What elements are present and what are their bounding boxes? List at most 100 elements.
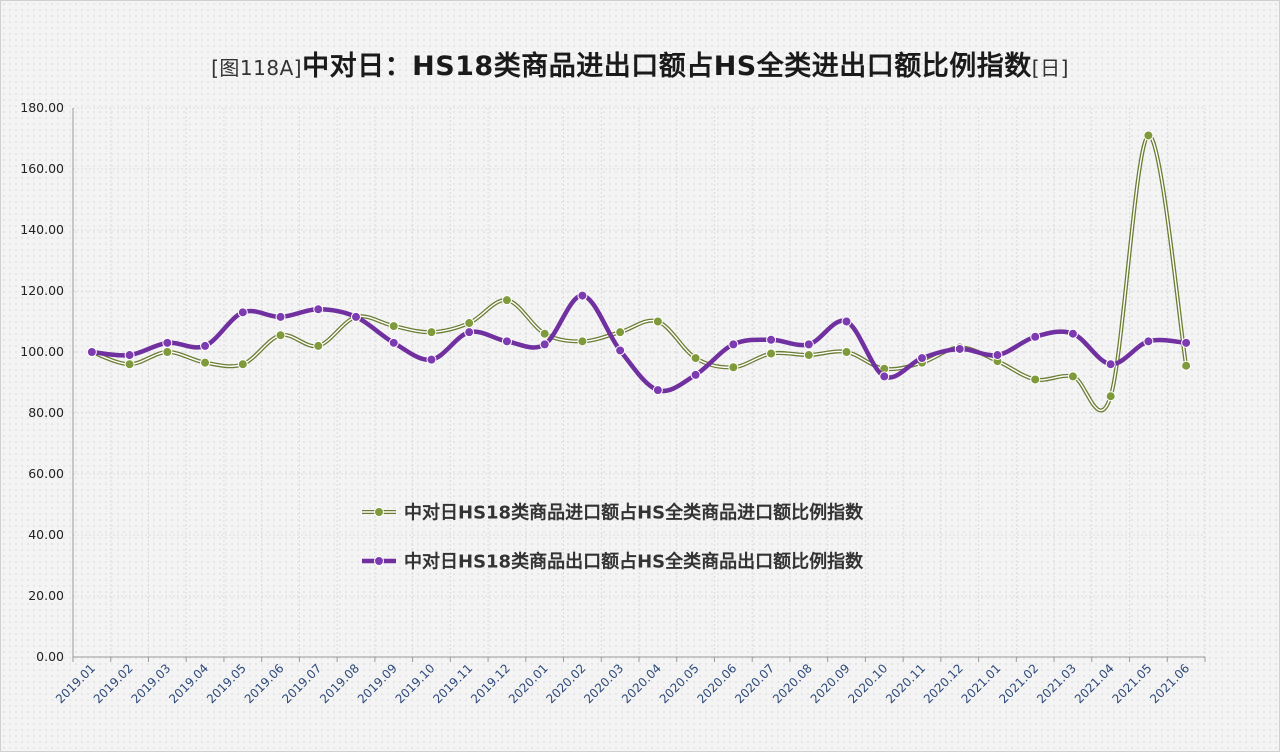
x-tick-label: 2021.03 <box>1034 661 1079 706</box>
y-tick-label: 140.00 <box>20 222 64 237</box>
data-point <box>388 337 399 348</box>
data-point <box>766 348 777 359</box>
y-tick-label: 100.00 <box>20 344 64 359</box>
y-tick-label: 120.00 <box>20 283 64 298</box>
title-main: 中对日：HS18类商品进出口额占HS全类进出口额比例指数 <box>302 51 1032 82</box>
data-point <box>388 321 399 332</box>
data-point <box>1143 130 1154 141</box>
x-tick-label: 2020.06 <box>694 661 739 706</box>
title-suffix: [日] <box>1031 56 1069 80</box>
x-tick-label: 2019.06 <box>242 661 287 706</box>
x-tick-label: 2019.05 <box>204 661 249 706</box>
x-tick-label: 2020.10 <box>845 661 890 706</box>
y-tick-label: 40.00 <box>28 527 64 542</box>
data-point <box>1105 359 1116 370</box>
legend-item-export[interactable]: 中对日HS18类商品出口额占HS全类商品出口额比例指数 <box>362 551 864 573</box>
data-point <box>879 371 890 382</box>
data-point <box>501 336 512 347</box>
data-point <box>1105 391 1116 402</box>
title-prefix: [图118A] <box>211 56 303 80</box>
x-tick-label: 2020.11 <box>883 661 928 706</box>
data-point <box>766 334 777 345</box>
legend-item-import[interactable]: 中对日HS18类商品进口额占HS全类商品进口额比例指数 <box>362 502 864 524</box>
data-point <box>728 362 739 373</box>
data-point <box>1030 374 1041 385</box>
data-point <box>275 330 286 341</box>
data-point <box>313 304 324 315</box>
data-point <box>954 343 965 354</box>
data-point <box>124 359 135 370</box>
data-point <box>1181 360 1192 371</box>
data-point <box>426 327 437 338</box>
x-tick-label: 2019.01 <box>53 661 98 706</box>
data-point <box>426 354 437 365</box>
x-tick-label: 2019.08 <box>317 661 362 706</box>
data-point <box>313 340 324 351</box>
data-point <box>539 339 550 350</box>
data-point <box>464 318 475 329</box>
y-tick-label: 0.00 <box>36 649 64 664</box>
data-point <box>803 339 814 350</box>
series-layer <box>86 130 1192 413</box>
x-tick-label: 2019.07 <box>279 661 324 706</box>
data-point <box>237 359 248 370</box>
x-tick-label: 2020.01 <box>506 661 551 706</box>
y-tick-label: 160.00 <box>20 161 64 176</box>
data-point <box>1067 371 1078 382</box>
x-tick-label: 2019.10 <box>393 661 438 706</box>
data-point <box>200 357 211 368</box>
x-tick-label: 2020.12 <box>921 661 966 706</box>
x-tick-label: 2020.07 <box>732 661 777 706</box>
data-point <box>162 347 173 357</box>
data-point <box>841 316 852 327</box>
legend-marker-import <box>374 507 384 517</box>
y-tick-label: 180.00 <box>20 100 64 115</box>
x-tick-label: 2019.09 <box>355 661 400 706</box>
data-point <box>615 345 626 356</box>
x-tick-label: 2021.04 <box>1072 661 1117 706</box>
x-tick-label: 2021.02 <box>996 661 1041 706</box>
data-point <box>351 311 361 322</box>
legend-label-import: 中对日HS18类商品进口额占HS全类商品进口额比例指数 <box>404 502 864 524</box>
data-point <box>501 295 512 306</box>
chart-title: [图118A]中对日：HS18类商品进出口额占HS全类进出口额比例指数[日] <box>0 44 1280 83</box>
data-point <box>652 385 663 396</box>
x-tick-label: 2019.04 <box>166 661 211 706</box>
x-tick-label: 2020.05 <box>657 661 702 706</box>
x-tick-label: 2020.02 <box>544 661 589 706</box>
data-point <box>728 339 739 350</box>
data-point <box>917 353 927 364</box>
x-tick-label: 2019.11 <box>430 661 475 706</box>
data-point <box>1067 328 1078 339</box>
data-point <box>652 316 663 327</box>
x-tick-label: 2021.05 <box>1110 661 1155 706</box>
y-tick-label: 20.00 <box>28 588 64 603</box>
y-tick-label: 80.00 <box>28 405 64 420</box>
series-export <box>86 290 1192 396</box>
data-point <box>1143 336 1154 347</box>
x-tick-label: 2021.06 <box>1147 661 1192 706</box>
x-tick-label: 2021.01 <box>959 661 1004 706</box>
x-tick-label: 2020.08 <box>770 661 815 706</box>
data-point <box>275 311 286 322</box>
x-tick-label: 2020.04 <box>619 661 664 706</box>
data-point <box>464 327 475 338</box>
x-tick-label: 2019.02 <box>91 661 136 706</box>
x-tick-label: 2020.09 <box>808 661 853 706</box>
data-point <box>690 353 701 364</box>
data-point <box>124 350 135 361</box>
x-tick-label: 2020.03 <box>581 661 626 706</box>
legend-marker-export <box>374 556 384 566</box>
y-tick-label: 60.00 <box>28 466 64 481</box>
x-tick-label: 2019.12 <box>468 661 513 706</box>
legend-label-export: 中对日HS18类商品出口额占HS全类商品出口额比例指数 <box>404 551 864 573</box>
data-point <box>200 340 211 351</box>
data-point <box>841 347 852 357</box>
data-point <box>690 369 701 380</box>
data-point <box>1030 331 1041 342</box>
data-point <box>86 347 97 357</box>
data-point <box>577 290 588 301</box>
data-point <box>992 350 1003 361</box>
axes: 0.00 20.00 40.00 60.00 80.00 100.00 120.00 140.… <box>20 100 1206 706</box>
